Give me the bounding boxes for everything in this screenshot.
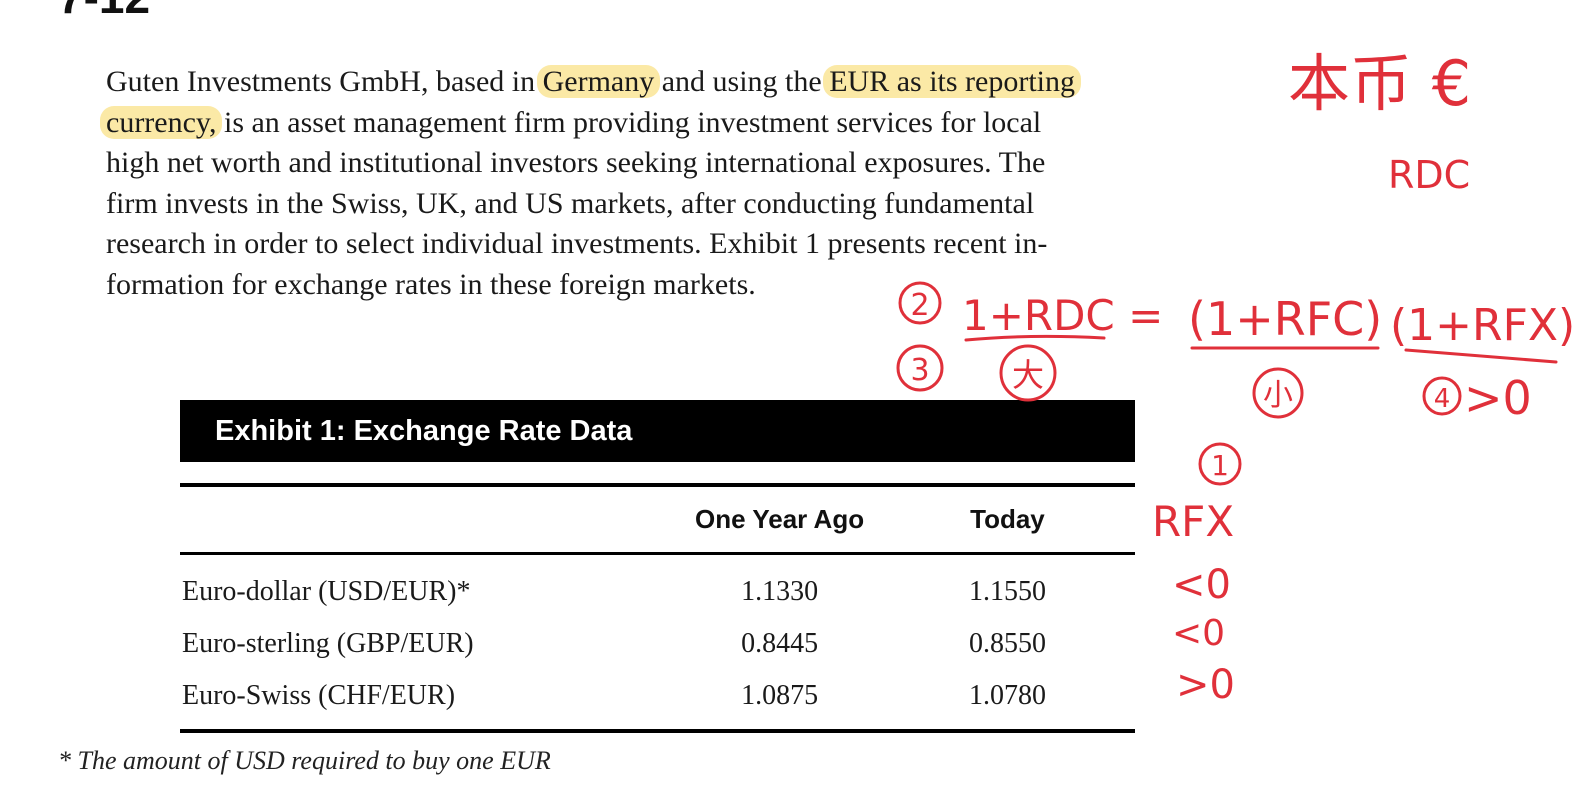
highlighted-text: currency, [100,105,223,139]
row-value-year-ago: 1.1330 [741,576,819,607]
circle-mark-big [999,344,1057,402]
circle-mark-small [1252,367,1304,419]
passage-line: high net worth and institutional investo… [106,143,1256,184]
row-value-today: 1.1550 [968,576,1046,607]
note-home-currency: 本币 € [1288,47,1471,120]
passage-line: Guten Investments GmbH, based in Germany… [106,62,1256,103]
table-header-row: One Year Ago Today [180,485,1135,554]
note-greater-than-zero: >0 [1464,371,1532,425]
passage-line: research in order to select individual i… [106,224,1256,265]
underline-lhs [964,334,1106,342]
circle-mark-4-label: 4 [1434,384,1451,414]
table-row: Euro-dollar (USD/EUR)* 1.1330 1.1550 [180,554,1135,619]
page-heading: 7-12 [58,0,150,24]
underline-rfx [1404,348,1558,364]
passage-text: Guten Investments GmbH, based in [106,65,543,98]
column-header-one-year-ago: One Year Ago [695,504,865,534]
table-row: Euro-Swiss (CHF/EUR) 1.0875 1.0780 [180,670,1135,731]
column-header-label [180,485,679,554]
circle-mark-1 [1198,442,1242,486]
note-rdc: RDC [1388,153,1470,197]
formula-rfx: (1+RFX) [1390,300,1575,351]
exhibit: Exhibit 1: Exchange Rate Data One Year A… [180,400,1135,733]
row-label: Euro-Swiss (CHF/EUR) [182,680,456,711]
exhibit-title-bar: Exhibit 1: Exchange Rate Data [180,400,1135,462]
passage-text: firm invests in the Swiss, UK, and US ma… [106,186,1035,220]
circle-mark-1-label: 1 [1211,449,1229,482]
question-passage: Guten Investments GmbH, based in Germany… [100,62,1256,306]
row-mark-chf: >0 [1176,662,1235,708]
row-label: Euro-dollar (USD/EUR)* [182,576,471,607]
row-value-year-ago: 0.8445 [741,628,819,659]
passage-text: and using the [654,65,830,98]
passage-text: is an asset management firm providing in… [216,105,1042,139]
circle-mark-3-label: 3 [910,353,929,388]
row-value-today: 0.8550 [968,628,1046,659]
passage-text: research in order to select individual i… [106,227,1048,260]
highlighted-text: Germany [536,65,661,98]
row-value-today: 1.0780 [968,680,1046,711]
exhibit-title: Exhibit 1: Exchange Rate Data [215,414,633,447]
circle-mark-4 [1422,376,1462,416]
circle-mark-small-label: 小 [1263,378,1293,413]
passage-line: firm invests in the Swiss, UK, and US ma… [106,184,1256,225]
row-value-year-ago: 1.0875 [741,680,819,711]
row-mark-gbp: <0 [1172,613,1225,654]
circle-mark-3 [896,344,944,392]
circle-mark-big-label: 大 [1012,356,1044,394]
note-rfx: RFX [1152,497,1234,546]
passage-text: formation for exchange rates in these fo… [106,267,756,301]
row-label: Euro-sterling (GBP/EUR) [182,628,474,659]
table-row: Euro-sterling (GBP/EUR) 0.8445 0.8550 [180,618,1135,670]
column-header-today: Today [970,504,1045,534]
passage-line: formation for exchange rates in these fo… [106,265,1256,306]
row-mark-usd: <0 [1172,562,1231,608]
passage-text: high net worth and institutional investo… [106,146,1046,179]
highlighted-text: EUR as its reporting [823,65,1082,98]
passage-line: currency, is an asset management firm pr… [100,103,1256,144]
table-footnote: * The amount of USD required to buy one … [58,746,551,775]
exchange-rate-table: One Year Ago Today Euro-dollar (USD/EUR)… [180,483,1135,733]
